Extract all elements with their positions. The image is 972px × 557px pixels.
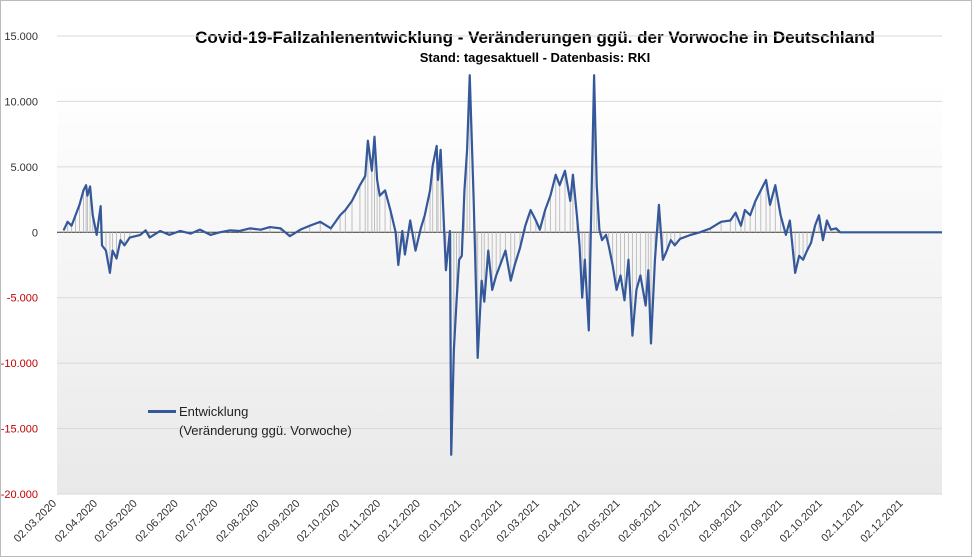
y-tick-label: 0: [32, 227, 38, 239]
y-tick-label: 5.000: [10, 162, 38, 174]
plot-background: [57, 80, 942, 494]
x-tick-label: 02.10.2020: [295, 498, 342, 545]
x-tick-label: 02.12.2020: [375, 498, 422, 545]
series-line: [62, 74, 942, 456]
y-tick-label: -5.000: [7, 293, 38, 305]
y-tick-label: 15.000: [4, 31, 38, 43]
x-tick-label: 02.05.2021: [575, 498, 622, 545]
series: [62, 74, 942, 456]
y-tick-label: -15.000: [1, 424, 38, 436]
y-tick-label: -10.000: [1, 358, 38, 370]
chart-title: Covid-19-Fallzahlenentwicklung - Verände…: [195, 28, 875, 47]
y-tick-label: -20.000: [1, 489, 38, 501]
x-tick-label: 02.05.2020: [92, 498, 139, 545]
y-tick-label: 10.000: [4, 96, 38, 108]
x-tick-label: 02.10.2021: [778, 498, 825, 545]
x-tick-label: 02.08.2020: [214, 498, 261, 545]
x-tick-label: 02.07.2020: [173, 498, 220, 545]
x-tick-label: 02.07.2021: [656, 498, 703, 545]
legend-swatch: [148, 410, 176, 413]
legend-label: Entwicklung (Veränderung ggü. Vorwoche): [179, 404, 352, 438]
x-tick-label: 02.03.2020: [12, 498, 59, 545]
x-tick-label: 02.12.2021: [858, 498, 905, 545]
legend: Entwicklung (Veränderung ggü. Vorwoche): [148, 402, 352, 440]
x-tick-label: 02.08.2021: [697, 498, 744, 545]
chart-subtitle: Stand: tagesaktuell - Datenbasis: RKI: [420, 50, 650, 65]
x-tick-label: 02.01.2021: [416, 498, 463, 545]
